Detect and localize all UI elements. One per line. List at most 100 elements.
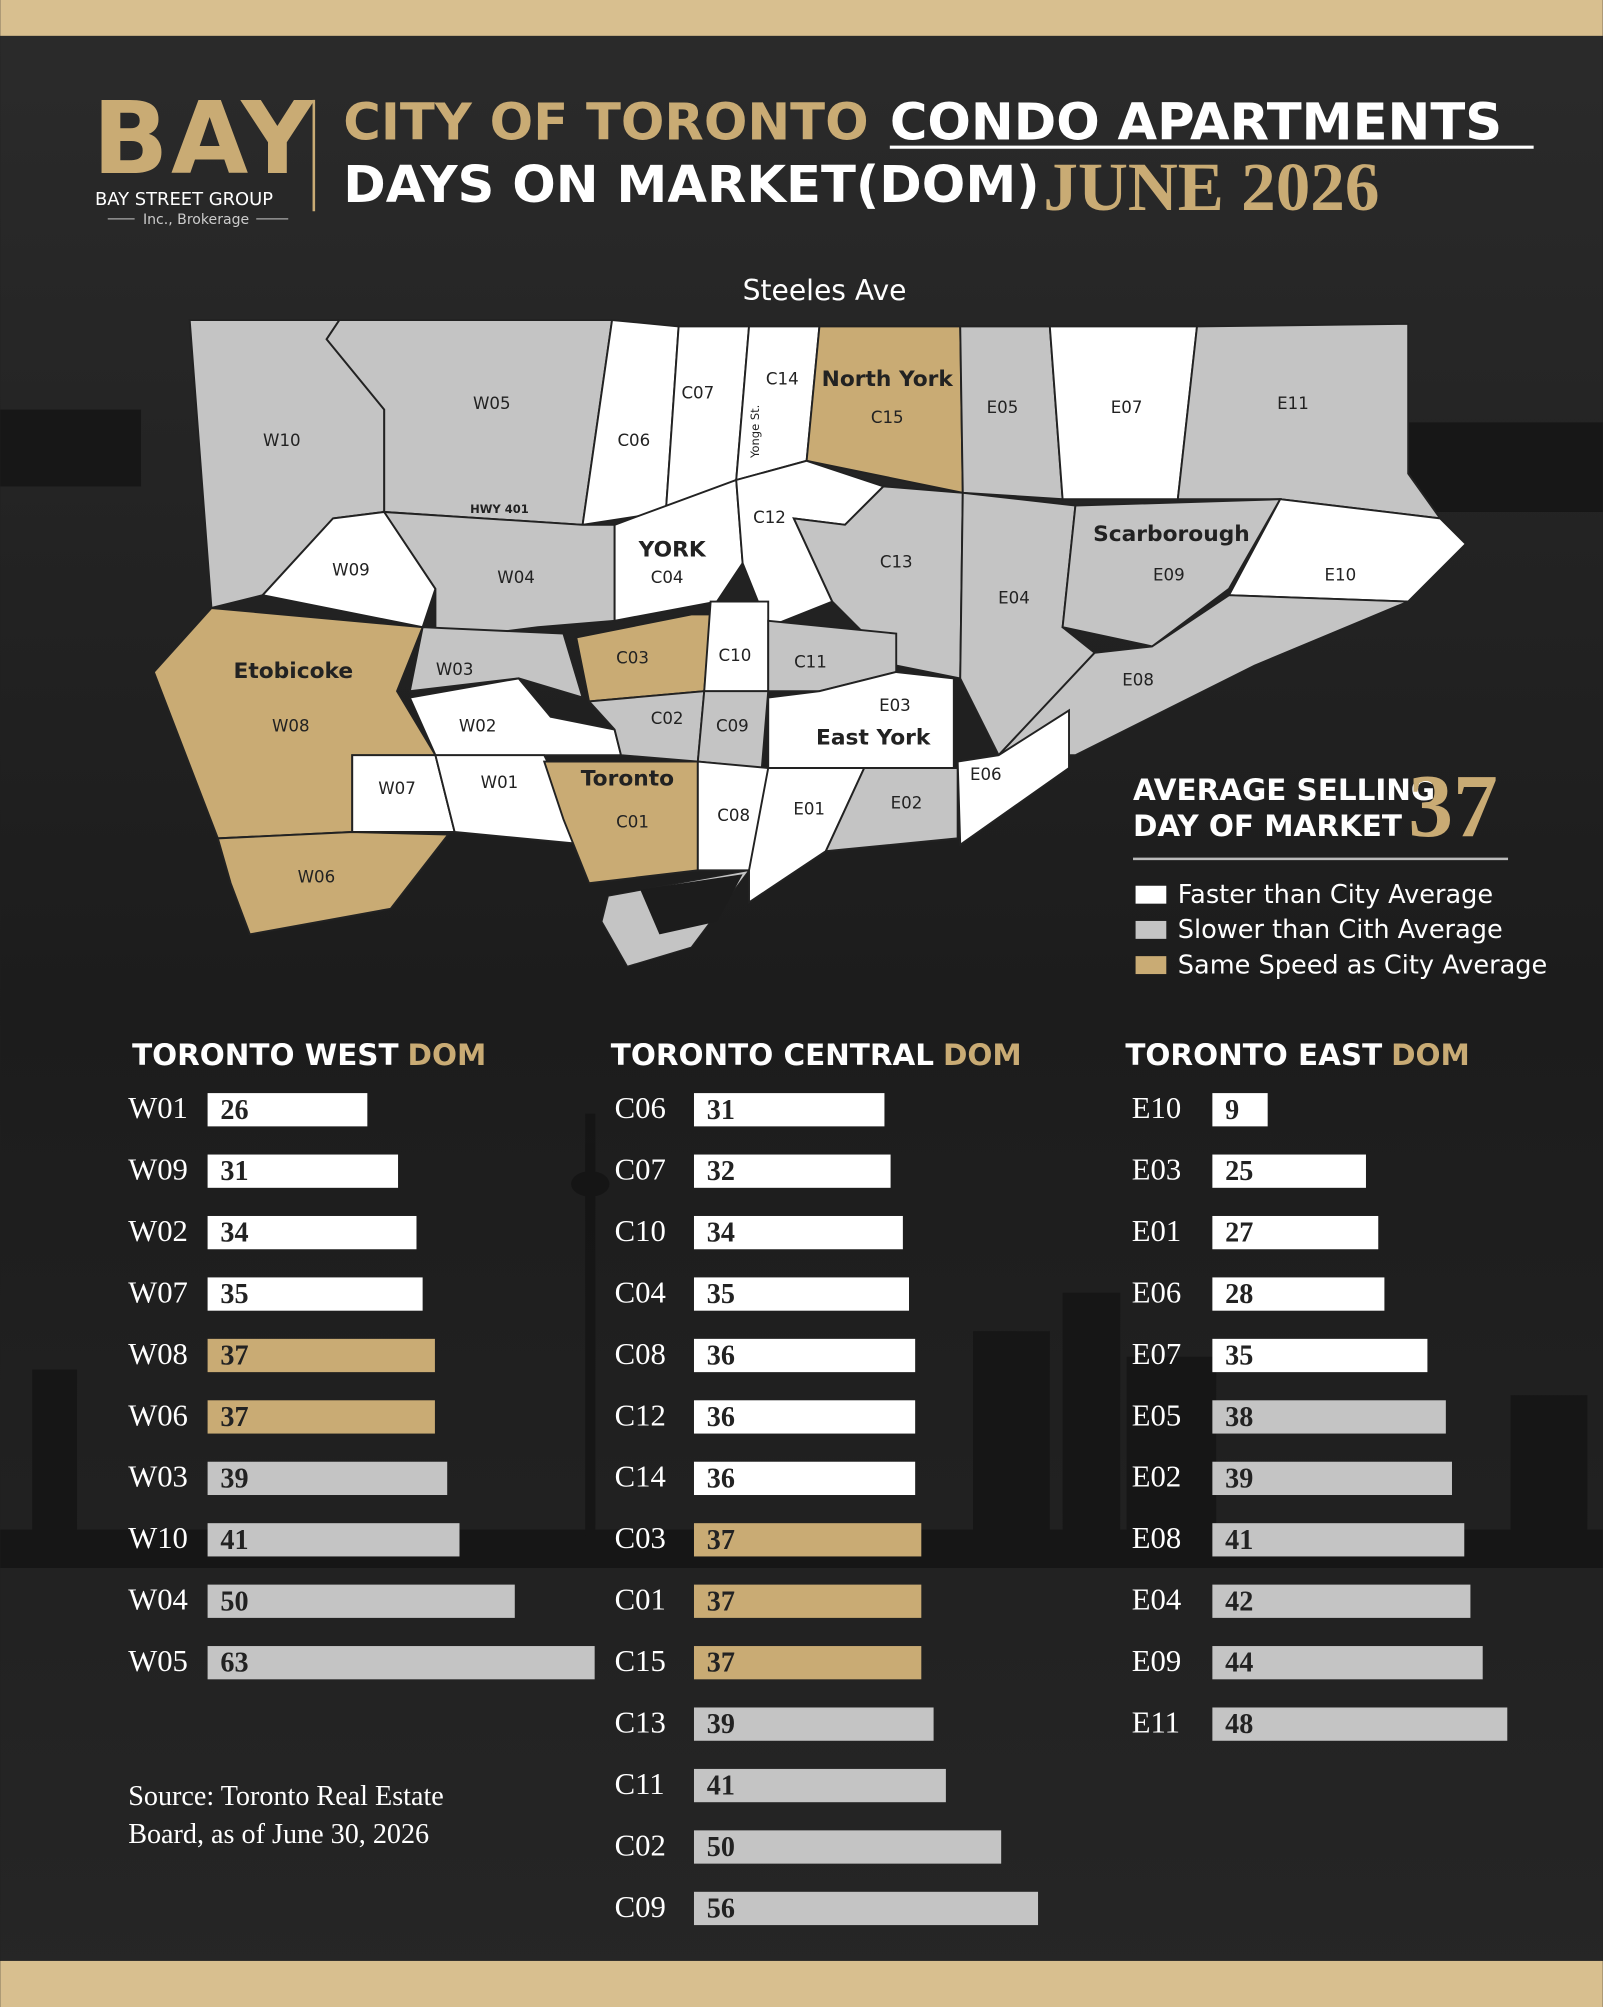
category-label: C11 <box>615 1767 665 1801</box>
legend-label: Same Speed as City Average <box>1178 950 1547 980</box>
district-code: W10 <box>263 431 301 450</box>
value-label: 35 <box>220 1279 248 1310</box>
bar <box>693 1461 916 1496</box>
chart-title: TORONTO CENTRAL DOM <box>611 1038 1022 1072</box>
district-code: E06 <box>970 765 1002 784</box>
district-code: W04 <box>497 568 535 587</box>
legend-swatch <box>1135 956 1167 975</box>
category-label: E03 <box>1132 1153 1181 1187</box>
bar <box>207 1154 399 1188</box>
legend-swatch <box>1135 920 1167 939</box>
category-label: W03 <box>128 1460 188 1494</box>
company-name: BAY STREET GROUP <box>95 189 273 210</box>
legend-label: Slower than Cith Average <box>1178 915 1503 945</box>
value-label: 56 <box>707 1893 735 1924</box>
value-label: 42 <box>1225 1586 1253 1617</box>
district <box>956 708 1070 847</box>
bar <box>1212 1154 1366 1188</box>
district <box>1176 322 1443 520</box>
value-label: 38 <box>1225 1402 1253 1433</box>
bar <box>1212 1400 1446 1434</box>
title: CITY OF TORONTO <box>343 93 868 153</box>
category-label: W02 <box>128 1214 188 1248</box>
district <box>542 760 699 885</box>
bar <box>207 1338 435 1373</box>
category-label: C02 <box>615 1828 666 1862</box>
company-sub: Inc., Brokerage <box>143 212 249 228</box>
bar <box>693 1891 1039 1926</box>
district <box>587 690 706 763</box>
bar <box>1212 1523 1465 1557</box>
street-label: Steeles Ave <box>743 274 907 307</box>
district-code: E01 <box>793 800 825 819</box>
value-label: 25 <box>1225 1156 1253 1187</box>
district-code: C09 <box>716 717 749 736</box>
bar <box>1212 1277 1385 1311</box>
value-label: 32 <box>707 1156 735 1187</box>
district-code: E07 <box>1111 398 1143 417</box>
value-label: 31 <box>707 1095 735 1126</box>
value-label: 36 <box>707 1341 735 1372</box>
category-label: W10 <box>128 1521 188 1555</box>
title: CONDO APARTMENTS <box>890 93 1502 153</box>
bar <box>693 1215 903 1250</box>
value-label: 41 <box>1225 1525 1253 1556</box>
legend-swatch <box>1135 885 1167 904</box>
value-label: 39 <box>707 1709 735 1740</box>
bar <box>207 1277 423 1311</box>
value-label: 37 <box>707 1525 735 1556</box>
chart-title-main: TORONTO WEST <box>132 1038 399 1072</box>
bar <box>693 1707 934 1741</box>
bar <box>693 1768 946 1803</box>
district <box>382 510 616 642</box>
category-label: C15 <box>615 1644 666 1678</box>
value-label: 35 <box>1225 1341 1253 1372</box>
area-label: Scarborough <box>1093 522 1250 547</box>
value-label: 35 <box>707 1279 735 1310</box>
bar <box>1212 1093 1268 1127</box>
bar <box>693 1400 916 1434</box>
bar <box>693 1584 922 1618</box>
logo: BAY <box>92 80 316 197</box>
bar <box>207 1584 515 1618</box>
chart-title: TORONTO WEST DOM <box>132 1038 486 1072</box>
district <box>824 767 959 853</box>
category-label: W01 <box>128 1091 188 1125</box>
category-label: E06 <box>1132 1275 1181 1309</box>
value-label: 44 <box>1225 1648 1253 1679</box>
chart-title-main: TORONTO EAST <box>1125 1038 1382 1072</box>
bar <box>693 1277 910 1311</box>
bar <box>207 1461 448 1496</box>
district <box>408 626 585 700</box>
street-label: HWY 401 <box>470 502 529 516</box>
value-label: 50 <box>220 1586 248 1617</box>
district-code: W06 <box>298 868 336 887</box>
category-label: E09 <box>1132 1644 1181 1678</box>
category-label: C13 <box>615 1705 666 1739</box>
district-code: C10 <box>719 646 752 665</box>
district-code: C02 <box>651 709 684 728</box>
district <box>613 478 744 622</box>
district-code: C14 <box>766 370 799 389</box>
date: JUNE 2026 <box>1043 148 1379 225</box>
legend-heading: AVERAGE SELLING <box>1133 773 1435 807</box>
area-label: East York <box>816 726 931 751</box>
category-label: C08 <box>615 1337 666 1371</box>
chart-title: TORONTO EAST DOM <box>1125 1038 1470 1072</box>
bar <box>693 1154 891 1188</box>
bar <box>693 1523 922 1557</box>
district-code: C06 <box>617 431 650 450</box>
category-label: C09 <box>615 1890 666 1924</box>
top-band <box>0 0 1603 36</box>
value-label: 34 <box>220 1218 248 1249</box>
district-code: C12 <box>753 508 786 527</box>
district-code: E04 <box>998 589 1030 608</box>
area-label: Etobicoke <box>233 659 353 684</box>
bar <box>693 1093 885 1127</box>
chart-title-main: TORONTO CENTRAL <box>611 1038 934 1072</box>
value-label: 50 <box>707 1832 735 1863</box>
category-label: E07 <box>1132 1337 1181 1371</box>
district-code: E11 <box>1277 394 1309 413</box>
